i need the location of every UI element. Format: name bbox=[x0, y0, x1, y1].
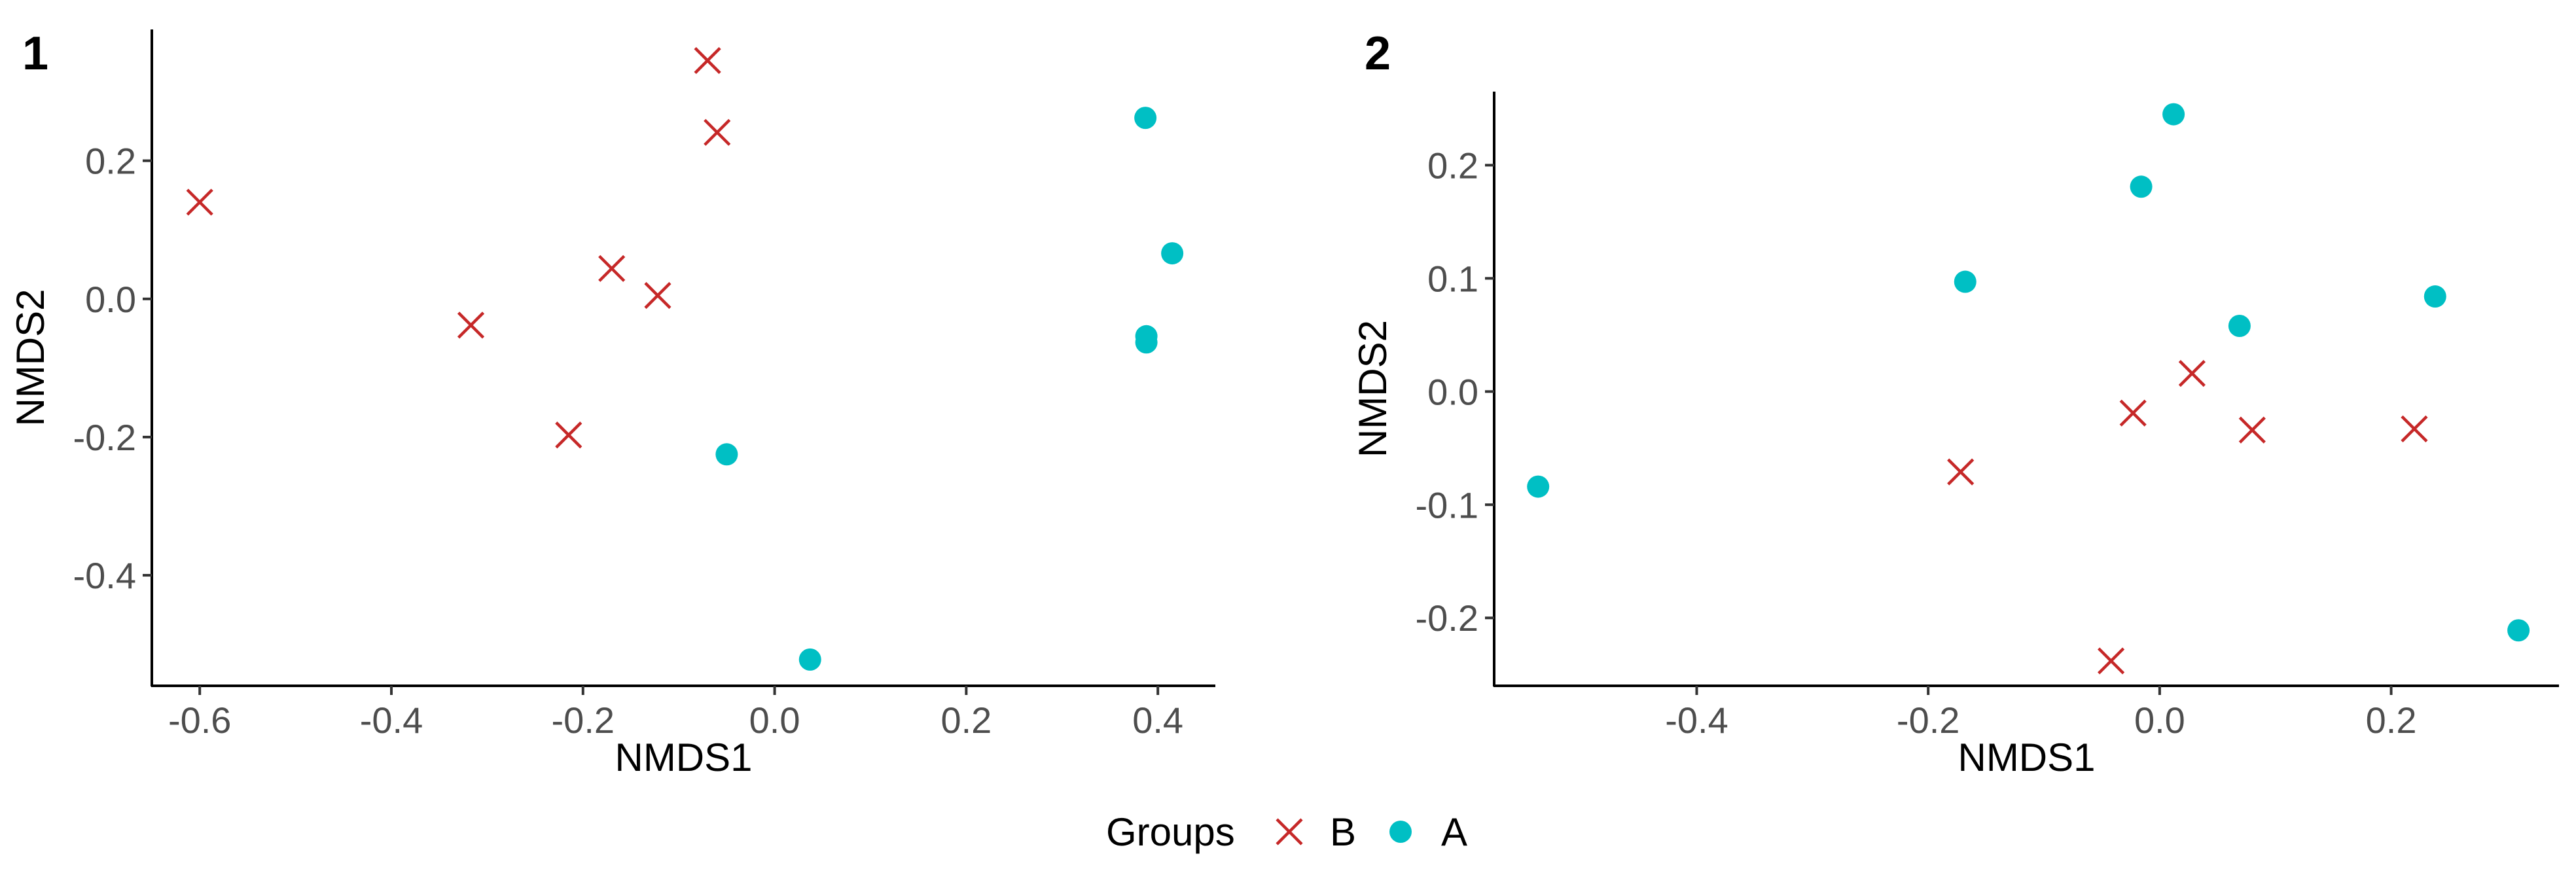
data-point-B bbox=[1947, 458, 1975, 486]
data-point-A bbox=[1134, 107, 1157, 130]
y-axis-title: NMDS2 bbox=[1351, 320, 1395, 457]
y-tick-label: -0.2 bbox=[73, 417, 137, 458]
panel-label: 1 bbox=[22, 27, 48, 80]
data-point-A bbox=[1161, 242, 1184, 265]
data-point-B bbox=[555, 421, 582, 449]
data-point-A bbox=[798, 648, 821, 671]
x-tick-label: 0.2 bbox=[940, 700, 992, 741]
data-point-B-stroke-2 bbox=[457, 311, 485, 339]
panel-1: 1 -0.6 -0.4 -0.2 0.0 0.2 0.4 -0.4 -0.2 0.0 0.2 NMDS… bbox=[9, 27, 1215, 779]
data-point-B bbox=[2098, 647, 2125, 675]
data-point-B-stroke-2 bbox=[186, 188, 213, 216]
data-point-B-stroke-2 bbox=[2119, 399, 2147, 427]
y-tick-label: 0.2 bbox=[85, 141, 136, 182]
data-point-A bbox=[2130, 175, 2153, 198]
data-point-A bbox=[2228, 315, 2251, 338]
data-point-A bbox=[2424, 285, 2446, 308]
data-point-A bbox=[1135, 331, 1158, 354]
data-point-A bbox=[1527, 475, 1550, 498]
legend-key-B bbox=[1276, 818, 1303, 845]
data-point-A bbox=[2162, 103, 2185, 126]
x-axis-title: NMDS1 bbox=[615, 736, 752, 779]
x-tick-label: 0.0 bbox=[749, 700, 800, 741]
data-point-B bbox=[2119, 399, 2147, 427]
data-point-B-stroke-2 bbox=[2238, 416, 2266, 444]
series-B bbox=[186, 46, 731, 449]
x-tick-label: -0.6 bbox=[168, 700, 232, 741]
legend-key-A bbox=[1389, 821, 1412, 843]
panel-2: 2 -0.4 -0.2 0.0 0.2 -0.2 -0.1 0.0 0.1 0.2 NMDS1 NMD… bbox=[1351, 27, 2559, 779]
y-tick-label: -0.2 bbox=[1416, 597, 1479, 639]
data-point-B bbox=[598, 255, 626, 282]
legend-label-A: A bbox=[1441, 810, 1467, 854]
x-tick-label: -0.2 bbox=[552, 700, 615, 741]
x-tick-label: -0.4 bbox=[1665, 700, 1728, 741]
series-A bbox=[715, 107, 1184, 671]
data-point-A bbox=[2507, 619, 2530, 642]
data-point-B bbox=[186, 188, 213, 216]
data-point-B-stroke-2 bbox=[555, 421, 582, 449]
x-tick-label: 0.4 bbox=[1132, 700, 1183, 741]
legend-label-B: B bbox=[1330, 810, 1356, 854]
data-point-B-stroke-2 bbox=[704, 118, 731, 146]
x-tick-label: -0.2 bbox=[1897, 700, 1960, 741]
x-tick-label: 0.0 bbox=[2134, 700, 2185, 741]
legend-title: Groups bbox=[1106, 810, 1235, 854]
data-point-B-stroke-2 bbox=[694, 46, 721, 75]
series-A bbox=[1527, 103, 2530, 642]
legend-key-B-stroke-2 bbox=[1276, 818, 1303, 845]
series-B bbox=[1947, 360, 2428, 675]
y-tick-label: 0.0 bbox=[85, 279, 136, 320]
data-point-B-stroke-2 bbox=[2098, 647, 2125, 675]
y-axis-title: NMDS2 bbox=[9, 289, 52, 426]
data-point-B bbox=[694, 46, 721, 75]
data-point-B bbox=[2178, 360, 2206, 387]
data-point-B-stroke-2 bbox=[1947, 458, 1975, 486]
data-point-B bbox=[704, 118, 731, 146]
data-point-B bbox=[2238, 416, 2266, 444]
panels: 1 -0.6 -0.4 -0.2 0.0 0.2 0.4 -0.4 -0.2 0.0 0.2 NMDS… bbox=[9, 27, 2559, 779]
data-point-B-stroke-2 bbox=[644, 281, 671, 310]
y-tick-label: -0.4 bbox=[73, 555, 137, 596]
data-point-A bbox=[1954, 270, 1977, 293]
data-point-B-stroke-2 bbox=[598, 255, 626, 282]
data-point-B bbox=[2401, 415, 2428, 442]
y-tick-label: 0.0 bbox=[1427, 371, 1478, 412]
x-tick-label: 0.2 bbox=[2366, 700, 2417, 741]
x-axis-title: NMDS1 bbox=[1958, 736, 2095, 779]
y-tick-label: 0.1 bbox=[1427, 258, 1478, 299]
x-tick-label: -0.4 bbox=[360, 700, 423, 741]
panel-label: 2 bbox=[1365, 27, 1391, 80]
data-point-B bbox=[644, 281, 671, 310]
data-point-B bbox=[457, 311, 485, 339]
data-point-A bbox=[715, 443, 738, 466]
y-tick-label: 0.2 bbox=[1427, 145, 1478, 186]
data-point-B-stroke-2 bbox=[2178, 360, 2206, 387]
data-point-B-stroke-2 bbox=[2401, 415, 2428, 442]
y-tick-label: -0.1 bbox=[1416, 484, 1479, 525]
